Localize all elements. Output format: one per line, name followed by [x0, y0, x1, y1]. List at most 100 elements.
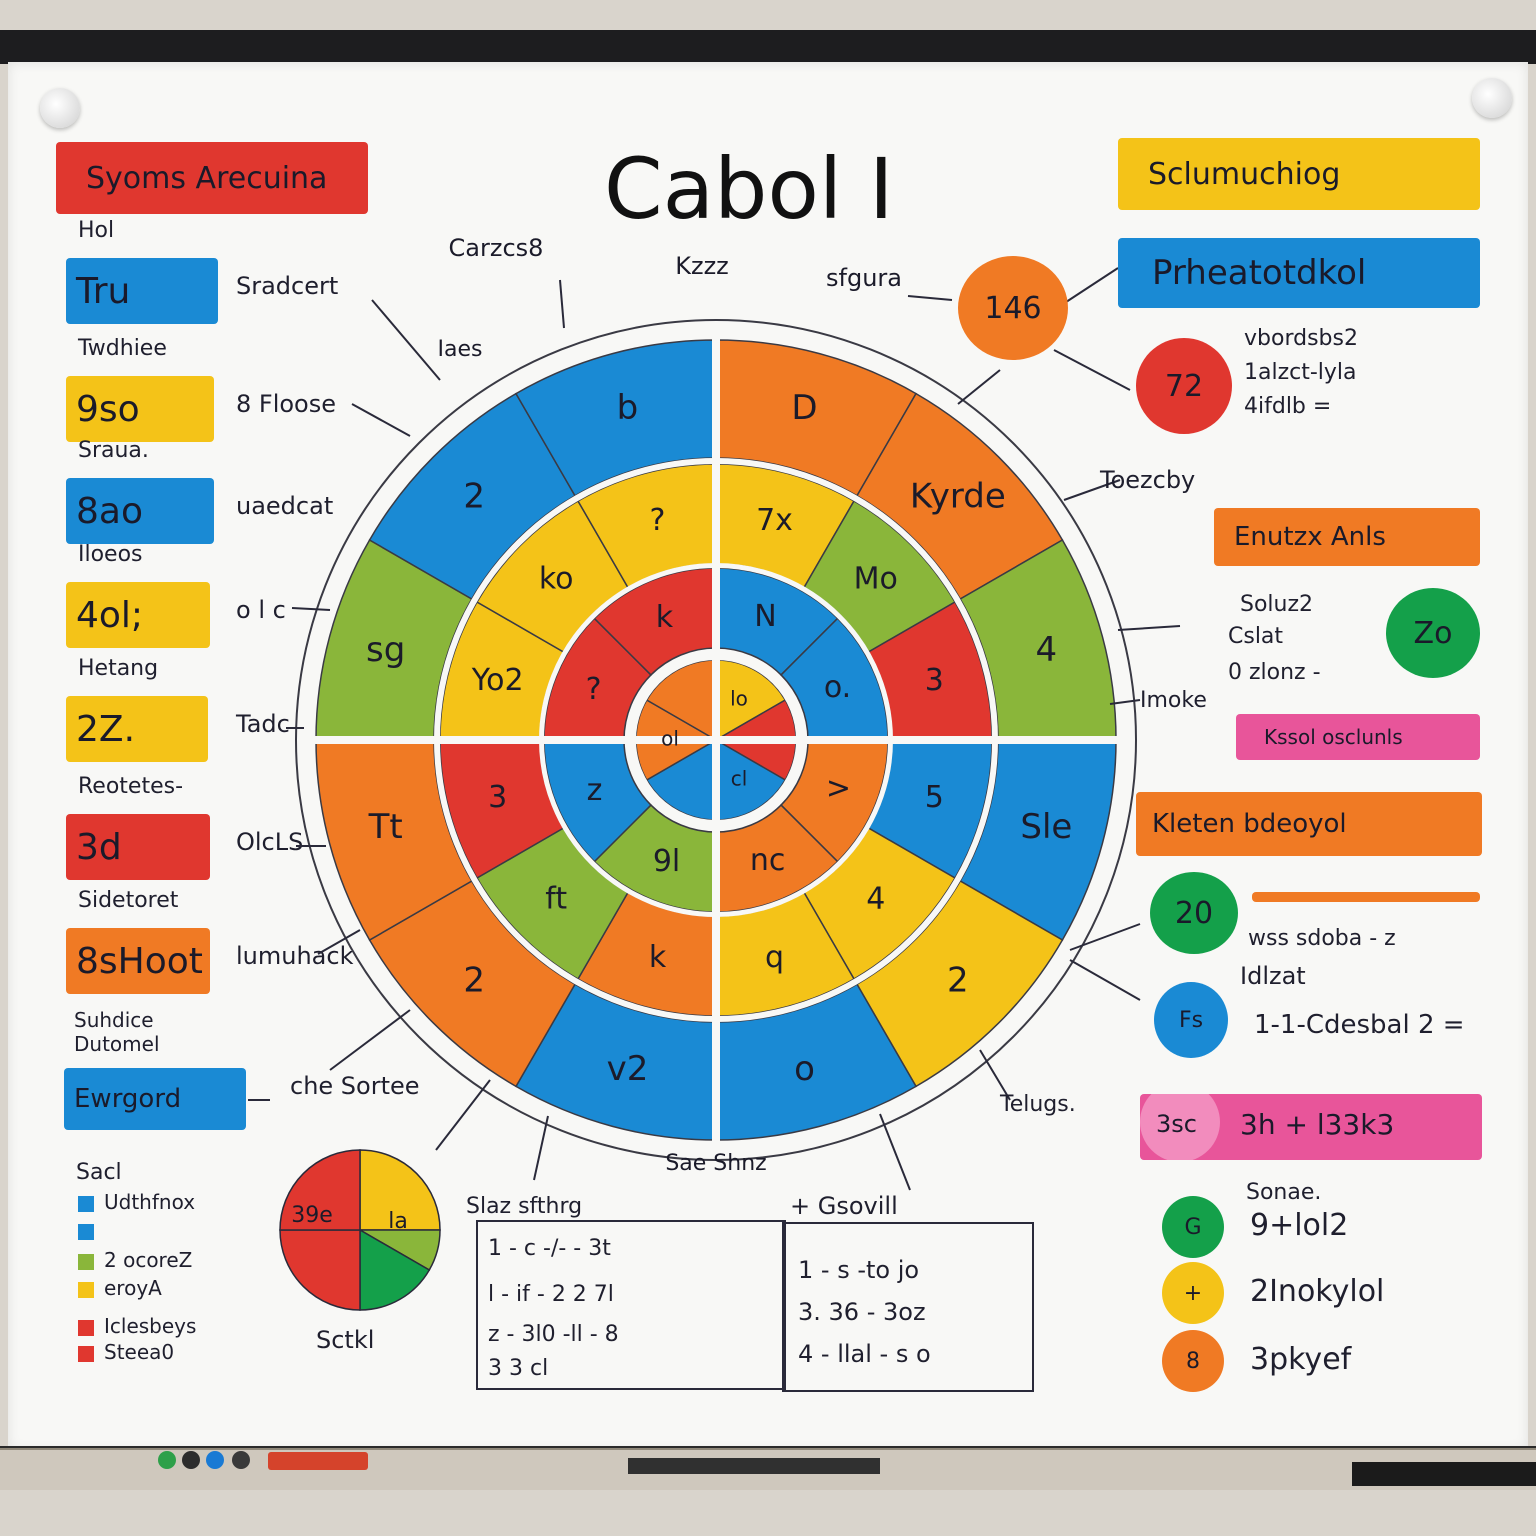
left-row-box: 8ao [66, 478, 214, 544]
green-circle-text: Zo [1413, 615, 1453, 651]
left-row-caption: Sraua. [78, 438, 149, 463]
pie-slice [359, 1228, 431, 1311]
connector-line [1109, 699, 1141, 705]
left-row-box: 8sHoot [66, 928, 210, 994]
left-row-caption: Suhdice Dutomel [74, 1008, 160, 1056]
imoke-label: Imoke [1140, 688, 1207, 713]
left-table-row: 3 3 cl [488, 1356, 549, 1381]
red-circle: 72 [1136, 338, 1232, 434]
eraser[interactable] [268, 1452, 368, 1470]
left-table [476, 1220, 786, 1390]
wheel-middle-label: 3 [925, 663, 944, 698]
wheel-inner-label: o. [824, 670, 851, 705]
marker-green[interactable] [158, 1451, 176, 1469]
left-row-box-text: 8ao [76, 490, 143, 532]
pink-bar2-circle [1140, 1094, 1220, 1160]
right-table-row: 4 - llal - s o [798, 1340, 931, 1368]
left-row-box-text: 4ol; [76, 594, 144, 636]
wheel-outer-label: 2 [463, 960, 485, 1000]
wheel-outer-label: o [794, 1049, 815, 1089]
wheel-outer-label: b [617, 388, 639, 428]
left-header-text: Syoms Arecuina [86, 160, 328, 196]
connector-line [1063, 479, 1121, 501]
green-note-3: 0 zlonz - [1228, 660, 1321, 685]
red-note-2: 1alzct-lyla [1244, 360, 1357, 385]
whiteboard-frame-top [0, 30, 1536, 64]
wheel-middle-label: ? [650, 503, 666, 538]
left-table-title: Slaz sfthrg [466, 1194, 583, 1219]
wheel-middle-label: ko [539, 562, 574, 597]
wheel-outer-label: v2 [607, 1049, 649, 1089]
orange-underline [1252, 892, 1480, 902]
wheel-middle-label: Yo2 [471, 663, 524, 698]
connector-line [351, 403, 411, 437]
right-table-title: + Gsovill [790, 1192, 898, 1220]
left-header: Syoms Arecuina [56, 142, 368, 214]
bottom-legend-text: Udthfnox [104, 1190, 196, 1214]
left-row-side-label: OlcLS [236, 828, 304, 856]
legend-title: Sonae. [1246, 1180, 1322, 1205]
pink-bar2-right-text: 3h + l33k3 [1240, 1108, 1395, 1141]
connector-line [1053, 349, 1131, 391]
legend-dot-text: G [1184, 1214, 1202, 1240]
tray-brand-strip [628, 1458, 880, 1474]
wheel-middle-label: Mo [854, 562, 898, 597]
right-orange-bar2: Kleten bdeoyol [1136, 792, 1482, 856]
left-row-box-text: Tru [76, 270, 131, 312]
left-row-side-label: 8 Floose [236, 390, 337, 418]
marker-dark[interactable] [182, 1451, 200, 1469]
pie-slice [359, 1149, 441, 1231]
left-row-box-text: Ewrgord [74, 1084, 182, 1114]
pie-caption: Sctkl [316, 1326, 375, 1354]
legend-text: 9+lol2 [1250, 1208, 1349, 1243]
legend-text: 2Inokylol [1250, 1274, 1385, 1309]
right-header-yellow: Sclumuchiog [1118, 138, 1480, 210]
wheel-top-label: Kzzz [675, 252, 729, 280]
legend-dot: + [1162, 1262, 1224, 1324]
right-table-row: 3. 36 - 3oz [798, 1298, 926, 1326]
bottom-legend-swatch [78, 1346, 94, 1362]
marker-black[interactable] [232, 1451, 250, 1469]
bottom-legend-swatch [78, 1254, 94, 1270]
connector-line [329, 1009, 411, 1071]
legend-dot-text: + [1183, 1280, 1203, 1306]
left-row-box: 2Z. [66, 696, 208, 762]
marker-blue[interactable] [206, 1451, 224, 1469]
left-row-side-label: che Sortee [290, 1072, 420, 1100]
wheel-inner-label: N [754, 599, 776, 634]
tray-end [1352, 1462, 1536, 1486]
bottom-legend-swatch [78, 1282, 94, 1298]
left-row-box: Tru [66, 258, 218, 324]
right-pink-bar-text: Kssol osclunls [1264, 725, 1403, 749]
left-row-caption: Reotetes- [78, 774, 184, 799]
red-circle-text: 72 [1164, 368, 1204, 404]
note2-2: Idlzat [1240, 962, 1306, 990]
wheel-outer-label: sg [366, 630, 405, 670]
blue-circle: Fs [1154, 982, 1228, 1058]
wheel-outer-label: 2 [463, 477, 485, 517]
blue-circle-text: Fs [1178, 1007, 1204, 1033]
left-row-side-label: lumuhack [236, 942, 354, 970]
left-table-row: l - if - 2 2 7l [488, 1282, 614, 1307]
wheel-top-label: Carzcs8 [449, 234, 544, 262]
wheel-core-label: ol [661, 727, 679, 751]
bottom-legend-swatch [78, 1320, 94, 1336]
wheel-outer-label: 2 [947, 960, 969, 1000]
wheel-inner-label: k [656, 600, 674, 635]
magnet-left [40, 88, 80, 128]
right-table [782, 1222, 1034, 1392]
right-header-blue: Prheatotdkol [1118, 238, 1480, 308]
telugs-label: Telugs. [1000, 1092, 1076, 1117]
right-pink-bar: Kssol osclunls [1236, 714, 1480, 760]
bottom-legend-swatch [78, 1196, 94, 1212]
wheel-middle-label: 3 [488, 780, 507, 815]
wheel-middle-label: k [649, 940, 667, 975]
wheel-core-label: lo [730, 687, 748, 711]
right-header-yellow-text: Sclumuchiog [1148, 156, 1341, 192]
left-row-caption: Iloeos [78, 542, 143, 567]
connector-line [371, 299, 441, 381]
wheel-outer-ring [295, 319, 1137, 1161]
legend-dot: G [1162, 1196, 1224, 1258]
wheel-inner-label: > [826, 771, 851, 806]
connector-line [291, 607, 331, 611]
